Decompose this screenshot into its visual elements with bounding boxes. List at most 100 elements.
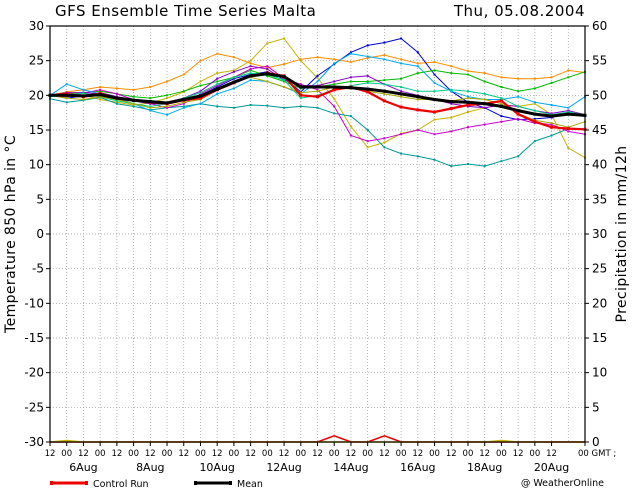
temperature-point (199, 80, 202, 83)
x-hour-label: 12 (312, 449, 323, 459)
temperature-point (316, 74, 319, 77)
temperature-point (299, 59, 302, 62)
temperature-point (416, 95, 420, 99)
temperature-point (115, 101, 118, 104)
x-hour-label: 12 (479, 449, 490, 459)
legend-marker-control-run-start (50, 481, 53, 485)
temperature-point (433, 81, 436, 84)
temperature-point (149, 109, 152, 112)
x-hour-label: 00 (262, 449, 273, 459)
temperature-point (333, 83, 336, 86)
legend-label-control-run: Control Run (93, 479, 149, 489)
temperature-point (366, 87, 370, 91)
temperature-point (266, 42, 269, 45)
temperature-point (399, 92, 403, 96)
temperature-point (400, 62, 403, 65)
temperature-point (516, 112, 520, 116)
temperature-point (249, 74, 253, 78)
temperature-point (517, 105, 520, 108)
temperature-point (232, 76, 235, 79)
temperature-point (483, 102, 487, 106)
temperature-point (216, 52, 219, 55)
x-hour-label: 00 (295, 449, 306, 459)
temperature-point (467, 163, 469, 165)
temperature-point (166, 94, 168, 97)
temperature-point (316, 95, 319, 99)
temperature-point (166, 113, 168, 116)
temperature-point (182, 98, 186, 101)
temperature-point (400, 90, 403, 93)
x-date-label: 16Aug (400, 461, 435, 474)
temperature-point (483, 106, 486, 109)
temperature-point (450, 130, 453, 133)
temperature-point (416, 129, 419, 131)
temperature-point (249, 65, 252, 68)
temperature-point (483, 72, 486, 75)
temperature-point (467, 70, 469, 73)
x-hour-label: 00 (228, 449, 239, 459)
temperature-point (349, 86, 353, 90)
temperature-point (450, 116, 453, 119)
temperature-point (416, 108, 420, 112)
temperature-point (467, 126, 469, 129)
x-hour-label: 12 (279, 449, 290, 459)
temperature-series (48, 37, 587, 168)
temperature-point (466, 103, 470, 107)
x-hour-label: 12 (412, 449, 423, 459)
temperature-point (283, 63, 286, 66)
temperature-point (500, 102, 503, 105)
temperature-point (400, 86, 403, 88)
temperature-point (567, 76, 570, 79)
y-tick-label-left: 5 (36, 192, 44, 206)
temperature-point (232, 69, 235, 72)
temperature-point (216, 84, 219, 87)
temperature-point (550, 123, 553, 126)
temperature-point (400, 37, 403, 40)
temperature-point (232, 56, 235, 59)
temperature-point (483, 165, 486, 168)
x-hour-label: 12 (45, 449, 56, 459)
temperature-point (182, 105, 185, 108)
y-tick-label-left: 25 (29, 54, 44, 68)
temperature-point (383, 79, 386, 82)
temperature-point (467, 90, 469, 93)
temperature-point (299, 105, 302, 108)
temperature-point (333, 112, 336, 115)
temperature-point (166, 105, 168, 108)
legend-marker-mean-start (194, 481, 197, 485)
y-tick-label-left: -5 (32, 262, 44, 276)
temperature-point (99, 88, 102, 91)
temperature-point (483, 123, 486, 126)
temperature-point (283, 86, 286, 88)
temperature-point (383, 58, 386, 61)
y-tick-label-left: -20 (24, 366, 44, 380)
temperature-point (383, 83, 386, 86)
legend: Control Run Mean (50, 479, 263, 489)
temperature-point (449, 107, 453, 110)
temperature-point (249, 68, 252, 70)
temperature-point (399, 105, 403, 109)
y-tick-label-left: -15 (24, 331, 44, 345)
temperature-point (283, 80, 286, 83)
temperature-point (433, 118, 436, 121)
temperature-point (216, 92, 219, 95)
temperature-point (416, 98, 419, 101)
temperature-point (216, 72, 219, 75)
temperature-point (333, 80, 336, 83)
temperature-point (332, 85, 336, 89)
temperature-point (550, 122, 553, 125)
temperature-point (400, 152, 403, 155)
chart-date: Thu, 05.08.2004 (453, 2, 585, 20)
temperature-point (265, 72, 269, 76)
temperature-point (65, 101, 68, 104)
temperature-point (199, 91, 202, 94)
temperature-point (283, 37, 286, 40)
temperature-point (416, 72, 419, 75)
temperature-point (299, 85, 303, 89)
x-hour-label: 00 (162, 449, 173, 459)
temperature-point (382, 89, 386, 93)
y-tick-label-right: 25 (592, 262, 607, 276)
legend-marker-control-run-end (85, 481, 88, 485)
temperature-point (316, 88, 319, 91)
